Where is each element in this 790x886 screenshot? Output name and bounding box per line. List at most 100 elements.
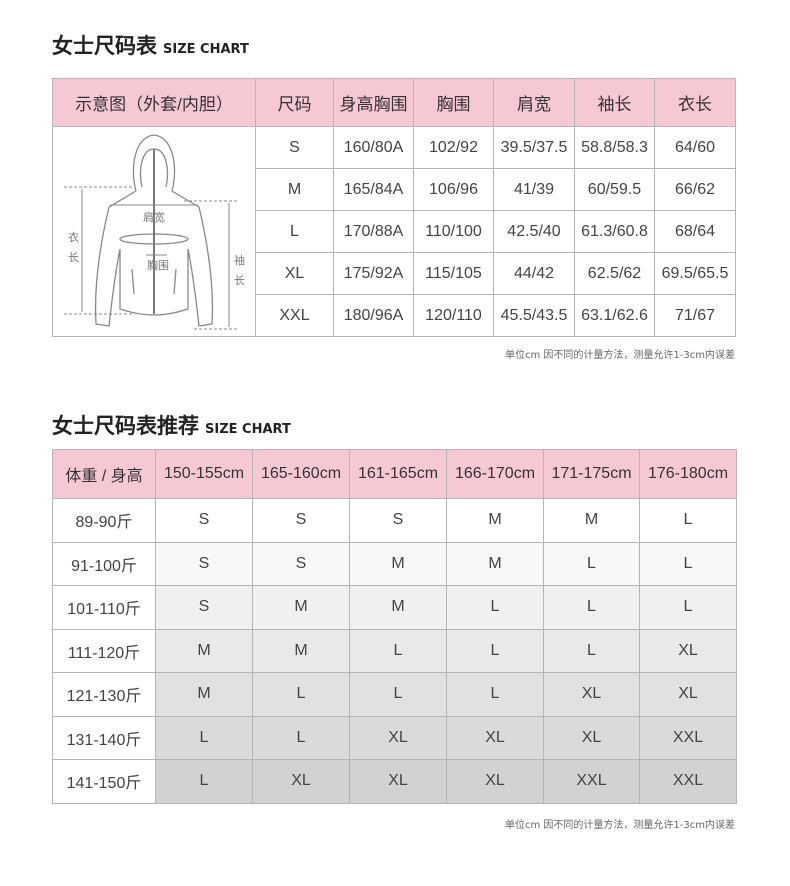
size-cell: M [543, 498, 640, 543]
header-row: 示意图（外套/内胆） 尺码 身高胸围 胸围 肩宽 袖长 衣长 [52, 78, 736, 127]
table-row: XXL 180/96A 120/110 45.5/43.5 63.1/62.6 71/67 [53, 294, 736, 337]
weight-cell: 131-140斤 [52, 715, 156, 760]
column-header: 165-160cm [252, 449, 350, 499]
size-cell: S [155, 498, 253, 543]
size-chart-title: 女士尺码表 SIZE CHART [52, 30, 249, 60]
column-header: 袖长 [574, 78, 655, 127]
size-cell: XL [349, 759, 447, 804]
size-cell: M [349, 541, 447, 586]
size-cell: XXL [543, 759, 640, 804]
size-cell: S [349, 498, 447, 543]
label-chest: 胸围 [147, 258, 169, 272]
measure-cell: 106/96 [413, 168, 494, 211]
size-cell: M [155, 672, 253, 717]
table-row: 131-140斤 L L XL XL XL XXL [52, 715, 737, 760]
svg-text:长: 长 [234, 274, 245, 287]
column-header: 示意图（外套/内胆） [52, 78, 256, 127]
recommend-table: 体重 / 身高 150-155cm 165-160cm 161-165cm 166-17… [52, 449, 737, 804]
size-cell: L [252, 672, 350, 717]
size-cell: XL [252, 759, 350, 804]
size-cell: XL [349, 715, 447, 760]
title-cn: 女士尺码表推荐 [52, 414, 199, 438]
recommend-title: 女士尺码表推荐 SIZE CHART [52, 410, 291, 440]
size-cell: L [252, 715, 350, 760]
weight-cell: 89-90斤 [52, 498, 156, 543]
label-length: 衣 [68, 230, 79, 244]
measure-cell: 165/84A [333, 168, 414, 211]
size-cell: XL [639, 628, 737, 673]
title-en: SIZE CHART [205, 422, 291, 437]
measure-cell: 44/42 [493, 252, 575, 295]
weight-cell: 111-120斤 [52, 628, 156, 673]
table-row: 121-130斤 M L L L XL XL [52, 672, 737, 717]
jacket-icon: 肩宽 胸围 衣长 袖长 [64, 134, 245, 330]
label-sleeve: 袖 [234, 253, 245, 267]
size-cell: L [349, 628, 447, 673]
measure-cell: 39.5/37.5 [493, 126, 575, 169]
size-cell: L [543, 541, 640, 586]
size-cell: XXL [639, 759, 737, 804]
table-row: M 165/84A 106/96 41/39 60/59.5 66/62 [53, 168, 736, 211]
table-row: 111-120斤 M M L L L XL [52, 628, 737, 673]
measure-cell: 110/100 [413, 210, 494, 253]
measure-cell: 170/88A [333, 210, 414, 253]
size-cell: XL [255, 252, 334, 295]
measure-cell: 120/110 [413, 294, 494, 337]
jacket-diagram: 肩宽 胸围 衣长 袖长 [52, 126, 256, 337]
measure-cell: 175/92A [333, 252, 414, 295]
size-cell: L [349, 672, 447, 717]
size-cell: XXL [639, 715, 737, 760]
size-cell: XL [639, 672, 737, 717]
size-cell: L [255, 210, 334, 253]
column-header: 171-175cm [543, 449, 640, 499]
header-row: 体重 / 身高 150-155cm 165-160cm 161-165cm 166-17… [52, 449, 737, 499]
size-cell: L [155, 715, 253, 760]
column-header: 161-165cm [349, 449, 447, 499]
measure-cell: 180/96A [333, 294, 414, 337]
size-cell: S [252, 498, 350, 543]
column-header: 176-180cm [639, 449, 737, 499]
size-cell: L [446, 672, 544, 717]
measure-cell: 69.5/65.5 [654, 252, 736, 295]
size-cell: XL [446, 759, 544, 804]
measure-cell: 115/105 [413, 252, 494, 295]
measure-cell: 60/59.5 [574, 168, 655, 211]
size-cell: M [446, 541, 544, 586]
size-cell: L [155, 759, 253, 804]
measure-cell: 160/80A [333, 126, 414, 169]
measure-cell: 64/60 [654, 126, 736, 169]
measure-cell: 61.3/60.8 [574, 210, 655, 253]
size-cell: XL [543, 672, 640, 717]
measure-cell: 68/64 [654, 210, 736, 253]
size-cell: XL [543, 715, 640, 760]
size-cell: XXL [255, 294, 334, 337]
column-header: 身高胸围 [333, 78, 414, 127]
size-cell: L [639, 498, 737, 543]
table-row: 101-110斤 S M M L L L [52, 585, 737, 630]
size-cell: L [543, 628, 640, 673]
recommend-note: 单位cm 因不同的计量方法，测量允许1-3cm内误差 [505, 820, 735, 831]
column-header: 体重 / 身高 [52, 449, 156, 499]
size-cell: L [446, 585, 544, 630]
size-chart-table: 示意图（外套/内胆） 尺码 身高胸围 胸围 肩宽 袖长 衣长 肩宽 胸围 衣长 袖长 S 16… [52, 78, 736, 337]
size-cell: S [155, 541, 253, 586]
table-row: 肩宽 胸围 衣长 袖长 S 160/80A 102/92 39.5/37.5 58.8/… [52, 126, 736, 337]
title-cn: 女士尺码表 [52, 34, 157, 58]
weight-cell: 141-150斤 [52, 759, 156, 804]
column-header: 肩宽 [493, 78, 575, 127]
measure-cell: 42.5/40 [493, 210, 575, 253]
size-cell: M [446, 498, 544, 543]
measure-cell: 41/39 [493, 168, 575, 211]
column-header: 胸围 [413, 78, 494, 127]
size-cell: M [155, 628, 253, 673]
size-cell: S [255, 126, 334, 169]
table-row: XL 175/92A 115/105 44/42 62.5/62 69.5/65.5 [53, 252, 736, 295]
weight-cell: 91-100斤 [52, 541, 156, 586]
column-header: 166-170cm [446, 449, 544, 499]
measure-cell: 58.8/58.3 [574, 126, 655, 169]
size-cell: S [252, 541, 350, 586]
column-header: 衣长 [654, 78, 736, 127]
size-cell: S [155, 585, 253, 630]
svg-text:长: 长 [68, 251, 79, 264]
